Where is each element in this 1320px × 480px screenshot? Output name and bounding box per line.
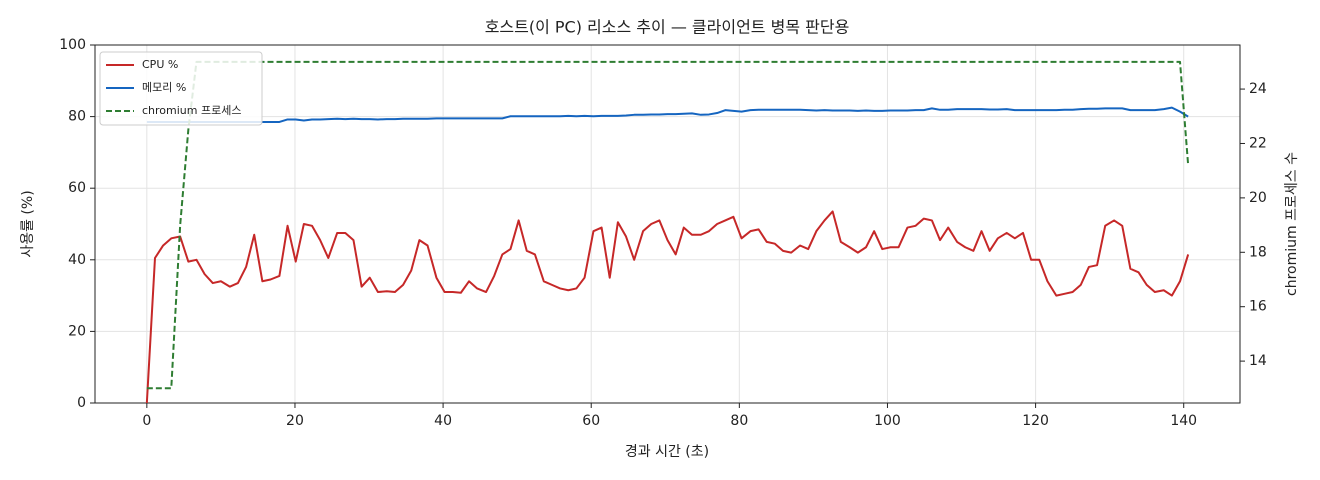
y2-tick-label: 18	[1249, 244, 1267, 260]
y2-tick-label: 16	[1249, 299, 1267, 315]
y-tick-label: 0	[77, 395, 86, 411]
x-tick-label: 0	[142, 413, 151, 429]
y2-axis-label: chromium 프로세스 수	[1284, 152, 1300, 296]
y2-tick-label: 24	[1249, 81, 1267, 97]
y-tick-label: 100	[59, 37, 86, 53]
legend-label: CPU %	[142, 58, 178, 71]
y-tick-label: 60	[68, 180, 86, 196]
x-tick-label: 100	[874, 413, 901, 429]
legend-label: chromium 프로세스	[142, 104, 241, 117]
series-line	[146, 60, 1190, 390]
y-tick-label: 40	[68, 252, 86, 268]
legend: CPU % 메모리 % chromium 프로세스	[99, 51, 263, 126]
x-axis-label: 경과 시간 (초)	[625, 444, 709, 460]
series-line	[146, 106, 1189, 123]
series-line	[145, 210, 1190, 404]
y2-tick-label: 22	[1249, 135, 1267, 151]
y2-tick-label: 14	[1249, 353, 1267, 369]
y2-tick-label: 20	[1249, 190, 1267, 206]
legend-box	[99, 51, 263, 126]
y-tick-label: 80	[68, 109, 86, 125]
chart-title: 호스트(이 PC) 리소스 추이 — 클라이언트 병목 판단용	[485, 18, 850, 37]
x-tick-label: 80	[730, 413, 748, 429]
y-axis-label: 사용률 (%)	[20, 190, 36, 257]
plot-frame	[94, 44, 1241, 404]
x-tick-label: 60	[582, 413, 600, 429]
x-tick-label: 140	[1170, 413, 1197, 429]
x-tick-label: 120	[1022, 413, 1049, 429]
x-tick-label: 20	[286, 413, 304, 429]
y-tick-label: 20	[68, 323, 86, 339]
x-tick-label: 40	[434, 413, 452, 429]
legend-label: 메모리 %	[142, 81, 186, 94]
